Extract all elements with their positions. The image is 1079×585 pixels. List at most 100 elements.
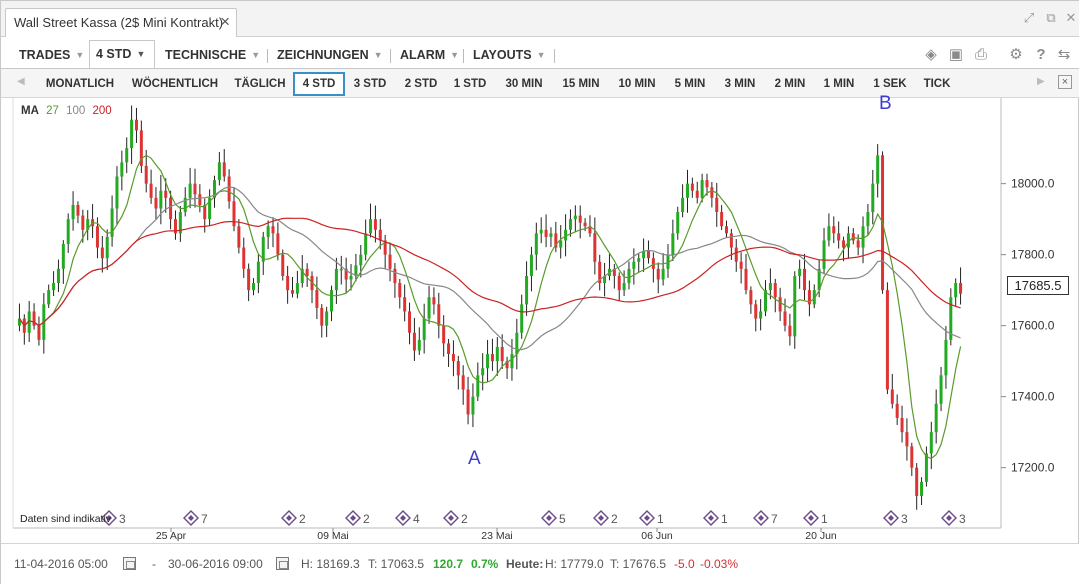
event-marker-icon [286,515,292,521]
date-separator: - [152,557,156,571]
candle-down [720,212,724,227]
image-icon[interactable]: ▣ [948,46,964,63]
share-icon[interactable]: ⇆ [1057,46,1071,63]
candle-up [529,254,533,276]
help-icon[interactable]: ? [1036,46,1046,63]
fullscreen-icon[interactable]: ⤢ [1023,10,1035,25]
ma-period-200: 200 [92,105,112,117]
candle-down [281,254,285,276]
timeframe-tick[interactable]: TICK [923,78,951,90]
timeframe-4-std[interactable]: 4 STD [293,72,345,96]
timeframe-10-min[interactable]: 10 MIN [618,78,656,90]
timeframe-15-min[interactable]: 15 MIN [562,78,600,90]
candle-up [495,346,499,362]
menu-interval[interactable]: 4 STD ▼ [89,40,155,69]
candle-up [208,197,212,220]
candle-up [481,368,485,376]
candle-up [622,283,626,291]
annotation-a: A [468,448,481,469]
candle-up [515,332,519,355]
timeframe-täglich[interactable]: TÄGLICH [234,78,286,90]
timeframe-monatlich[interactable]: MONATLICH [45,78,115,90]
candle-up [573,215,577,220]
chart-canvas[interactable]: 18000.0 17800.0 17600.0 17400.0 17200.0 25 Ap… [1,98,1079,543]
event-marker-icon [946,515,952,521]
event-marker-icon [188,515,194,521]
menu-alarm[interactable]: ALARM ▼ [394,42,459,68]
candle-down [905,432,909,447]
price-tick-label: 17200.0 [1011,461,1055,475]
candle-down [173,219,177,234]
candle-down [895,403,899,418]
candle-down [710,187,714,198]
timeframe-1-sek[interactable]: 1 SEK [873,78,907,90]
from-date[interactable]: 11-04-2016 05:00 [14,557,108,571]
event-marker-count: 4 [413,512,420,526]
period-change: 120.7 [433,557,464,571]
candle-up [871,183,875,213]
close-window-icon[interactable]: ✕ [1065,10,1077,25]
candle-up [359,254,363,266]
popout-icon[interactable]: ⧉ [1046,10,1056,25]
timeframe-2-std[interactable]: 2 STD [404,78,438,90]
candle-up [178,212,182,234]
timeframe-1-min[interactable]: 1 MIN [823,78,855,90]
candle-down [583,222,587,227]
candle-down [412,332,416,351]
date-tick-label: 23 Mai [481,530,513,542]
close-tab-icon[interactable]: × [220,12,230,31]
candle-down [403,297,407,312]
candle-down [466,389,470,415]
calendar-icon[interactable] [276,557,289,570]
candle-up [549,233,553,237]
menu-zeichnungen[interactable]: ZEICHNUNGEN ▼ [271,42,383,68]
event-marker-count: 1 [721,512,728,526]
candle-down [76,204,80,216]
timeframe-5-min[interactable]: 5 MIN [674,78,706,90]
to-date[interactable]: 30-06-2016 09:00 [168,557,263,571]
candle-down [164,190,168,198]
window-tab[interactable]: Wall Street Kassa (2$ Mini Kontrakt) × [5,8,237,38]
candle-up [685,183,689,198]
candle-up [944,339,948,376]
gear-icon[interactable]: ⚙ [1009,46,1023,63]
price-chart[interactable]: 18000.0 17800.0 17600.0 17400.0 17200.0 25 Ap… [1,93,1079,569]
scroll-left-icon[interactable]: ◀ [17,76,25,87]
candle-down [222,162,226,177]
candle-up [817,268,821,291]
calendar-icon[interactable] [123,557,136,570]
event-marker-count: 3 [959,512,966,526]
today-low: T: 17676.5 [610,557,667,571]
menu-trades[interactable]: TRADES ▼ [13,42,84,68]
timeframe-wöchentlich[interactable]: WÖCHENTLICH [131,78,219,90]
timeframe-30-min[interactable]: 30 MIN [505,78,543,90]
candle-down [734,247,738,262]
candle-down [729,233,733,248]
menu-layouts[interactable]: LAYOUTS ▼ [467,42,546,68]
timeframe-3-std[interactable]: 3 STD [353,78,387,90]
candle-up [520,304,524,333]
timeframe-2-min[interactable]: 2 MIN [774,78,806,90]
event-marker-icon [644,515,650,521]
event-marker-count: 7 [771,512,778,526]
candle-up [217,162,221,181]
menu-technische[interactable]: TECHNISCHE ▼ [159,42,260,68]
candle-up [876,155,880,184]
close-toolbar-icon[interactable]: × [1058,75,1072,89]
event-marker-count: 2 [611,512,618,526]
layers-icon[interactable]: ◈ [925,46,937,63]
candle-up [17,318,21,326]
ma-27-line [18,154,962,460]
candle-down [578,215,582,223]
print-icon[interactable]: ⎙ [974,46,987,63]
scroll-right-icon[interactable]: ▶ [1037,76,1045,87]
candle-down [773,283,777,298]
annotation-b: B [879,93,892,114]
candle-down [656,268,660,280]
timeframe-1-std[interactable]: 1 STD [453,78,487,90]
menu-zeichnungen-label: ZEICHNUNGEN [277,48,369,62]
timeframe-3-min[interactable]: 3 MIN [724,78,756,90]
candle-up [764,290,768,312]
candle-up [632,261,636,269]
menu-alarm-label: ALARM [400,48,446,62]
